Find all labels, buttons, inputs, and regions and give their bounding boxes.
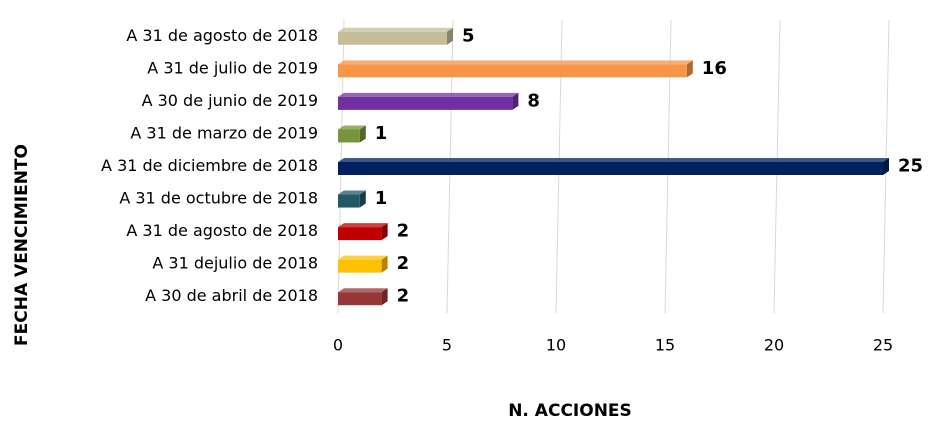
bar-top: [338, 223, 388, 228]
bar-side: [359, 125, 366, 143]
value-label: 2: [397, 253, 410, 274]
bar-side: [381, 255, 388, 273]
value-label: 8: [527, 90, 540, 111]
bar-side: [381, 223, 388, 241]
y-axis-title: FECHA VENCIMIENTO: [12, 144, 32, 346]
bar-top: [338, 60, 693, 65]
value-label: 1: [375, 123, 388, 144]
bar: [338, 227, 382, 241]
x-tick-label: 5: [442, 336, 452, 355]
value-label: 1: [375, 188, 388, 209]
bar: [338, 129, 360, 143]
x-tick-label: 25: [873, 336, 893, 355]
bar: [338, 292, 382, 306]
value-label: 2: [397, 221, 410, 242]
bar: [338, 162, 883, 175]
bar-side: [359, 190, 366, 208]
y-tick-label: A 30 de junio de 2019: [142, 91, 318, 110]
bar: [338, 64, 687, 78]
bar-top: [338, 158, 889, 162]
value-label: 16: [702, 58, 727, 79]
y-tick-label: A 31 de agosto de 2018: [126, 221, 318, 240]
bar-top: [338, 27, 453, 32]
x-tick-label: 20: [764, 336, 784, 355]
bar-side: [686, 60, 693, 78]
bar-top: [338, 92, 519, 97]
x-axis-title: N. ACCIONES: [508, 401, 632, 421]
y-tick-label: A 31 dejulio de 2018: [152, 254, 318, 273]
y-tick-label: A 30 de abril de 2018: [145, 286, 318, 305]
bar: [338, 96, 513, 110]
x-tick-label: 10: [546, 336, 566, 355]
bar-top: [338, 125, 366, 130]
bar-side: [447, 27, 453, 45]
x-tick-label: 15: [655, 336, 675, 355]
bar: [338, 194, 360, 208]
value-label: 5: [462, 25, 475, 46]
y-tick-label: A 31 de marzo de 2019: [130, 123, 318, 142]
y-tick-label: A 31 de julio de 2019: [147, 58, 318, 77]
bar-side: [512, 92, 519, 110]
bar: [338, 259, 382, 273]
x-tick-label: 0: [333, 336, 343, 355]
y-tick-label: A 31 de agosto de 2018: [126, 26, 318, 45]
bar-side: [883, 158, 889, 175]
y-tick-label: A 31 de octubre de 2018: [119, 189, 318, 208]
value-label: 2: [397, 286, 410, 307]
bar-top: [338, 288, 388, 293]
bar: [338, 31, 447, 45]
bar-top: [338, 190, 366, 195]
bar-top: [338, 255, 388, 260]
bar-side: [381, 288, 388, 306]
value-label: 25: [898, 156, 923, 177]
y-tick-label: A 31 de diciembre de 2018: [101, 156, 318, 175]
